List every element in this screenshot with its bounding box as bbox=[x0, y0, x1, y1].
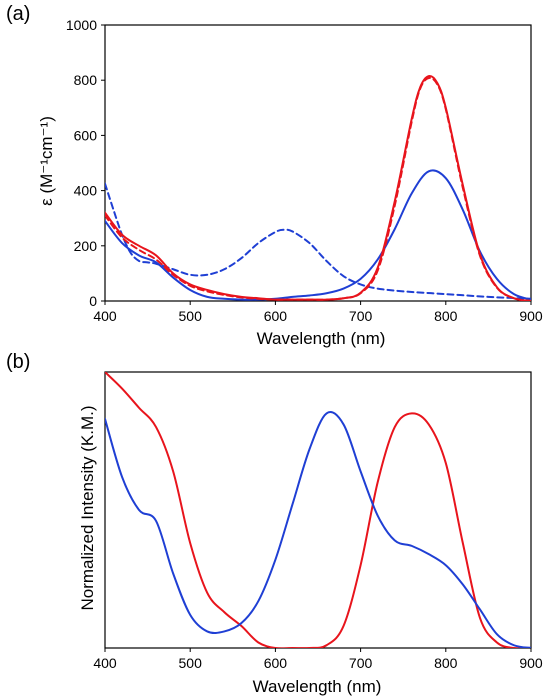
panel-b-plot-frame bbox=[104, 371, 532, 649]
panel-a-ylabel: ε (M⁻¹cm⁻¹) bbox=[37, 116, 56, 206]
panel-a-x-tick-label: 600 bbox=[264, 308, 288, 324]
panel-a-y-tick-label: 600 bbox=[74, 127, 98, 143]
plot-a: 400 500 600 700 800 900 0 200 400 600 800 1000 bbox=[66, 17, 543, 324]
panel-b-x-tick-label: 400 bbox=[93, 655, 117, 671]
panel-b-x-tick-label: 800 bbox=[434, 655, 458, 671]
panel-a-series-line-1 bbox=[105, 182, 531, 300]
panel-a-series-line-2 bbox=[105, 169, 531, 301]
panel-a-y-tick-label: 1000 bbox=[66, 17, 97, 33]
panel-a-y-tick-label: 0 bbox=[89, 293, 97, 309]
panel-a-x-tick-label: 700 bbox=[349, 308, 373, 324]
panel-a-label: (a) bbox=[6, 3, 30, 25]
panel-b-x-tick-label: 500 bbox=[179, 655, 203, 671]
panel-b-xlabel: Wavelength (nm) bbox=[253, 677, 382, 696]
plot-b: 400 500 600 700 800 900 bbox=[93, 371, 543, 671]
panel-b-label: (b) bbox=[6, 351, 30, 373]
panel-b-series-line-1 bbox=[105, 372, 531, 648]
panel-b-x-tick-label: 900 bbox=[519, 655, 543, 671]
panel-a: (a) 400 500 600 700 800 90002004006008001000 … bbox=[6, 3, 543, 348]
panel-b-x-tick-label: 700 bbox=[349, 655, 373, 671]
panel-a-y-tick-label: 800 bbox=[74, 72, 98, 88]
panel-a-x-tick-label: 800 bbox=[434, 308, 458, 324]
panel-b-ylabel: Normalized Intensity (K.M.) bbox=[78, 406, 97, 611]
panel-a-x-tick-label: 400 bbox=[93, 308, 117, 324]
panel-a-series-line-4 bbox=[105, 76, 531, 301]
panel-a-plot-frame bbox=[104, 24, 532, 302]
panel-a-x-tick-label: 500 bbox=[179, 308, 203, 324]
panel-b-x-tick-label: 600 bbox=[264, 655, 288, 671]
panel-a-xlabel: Wavelength (nm) bbox=[257, 329, 386, 348]
panel-b: (b) 400 500 600 700 800 900 Wavelength (nm) N… bbox=[6, 351, 543, 696]
panel-a-y-tick-label: 200 bbox=[74, 238, 98, 254]
panel-a-y-tick-label: 400 bbox=[74, 183, 98, 199]
panel-a-x-tick-label: 900 bbox=[519, 308, 543, 324]
panel-b-series-line-2 bbox=[105, 411, 531, 648]
